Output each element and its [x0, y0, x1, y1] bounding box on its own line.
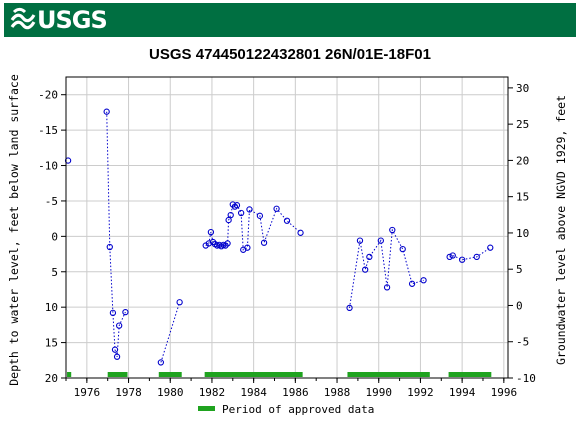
data-point — [207, 228, 215, 236]
approved-period-bar — [347, 372, 430, 377]
left-tick-label: 20 — [45, 372, 58, 385]
right-axis-ticks: 30 25 20 15 10 5 0 -5 -10 — [508, 82, 536, 385]
left-tick-label: -15 — [38, 124, 58, 137]
data-point — [237, 209, 245, 217]
right-axis-label: Groundwater level above NGVD 1929, feet — [554, 95, 568, 365]
data-point — [103, 108, 110, 115]
data-point — [487, 244, 494, 251]
chart-title: USGS 474450122432801 26N/01E-18F01 — [149, 46, 431, 63]
approved-period-bar — [67, 372, 72, 377]
usgs-banner: USGS — [4, 3, 576, 37]
right-tick-label: 15 — [516, 191, 529, 204]
left-tick-label: -20 — [38, 89, 58, 102]
right-tick-label: 30 — [516, 82, 529, 95]
grid — [66, 77, 508, 379]
data-point — [389, 226, 396, 234]
data-point — [109, 309, 117, 316]
data-point — [362, 266, 369, 273]
x-tick-label: 1990 — [365, 386, 392, 399]
data-point — [399, 245, 406, 253]
data-point — [227, 211, 234, 219]
data-point — [473, 253, 480, 261]
data-point — [246, 206, 253, 213]
right-tick-label: 25 — [516, 118, 529, 131]
plot-frame — [65, 76, 509, 379]
left-tick-label: 5 — [51, 266, 58, 279]
left-tick-label: 0 — [51, 230, 58, 243]
data-point — [377, 237, 384, 244]
data-point — [273, 205, 280, 212]
data-point — [383, 284, 391, 291]
approved-period-bar — [158, 372, 182, 377]
approved-period-bar — [204, 372, 303, 377]
right-tick-label: 10 — [516, 227, 529, 240]
approved-periods — [67, 372, 492, 377]
left-axis-ticks: -20 -15 -10 -5 0 5 10 15 20 — [38, 89, 66, 385]
right-tick-label: -5 — [516, 336, 529, 349]
usgs-logo-text: USGS — [37, 6, 108, 34]
right-tick-label: 5 — [516, 263, 523, 276]
x-tick-label: 1986 — [282, 386, 309, 399]
data-point — [111, 346, 119, 353]
series-lines — [106, 111, 491, 363]
series-line-segment — [160, 302, 181, 363]
x-tick-label: 1980 — [157, 386, 184, 399]
data-point — [408, 280, 416, 287]
x-tick-label: 1988 — [324, 386, 351, 399]
series-line-segment — [449, 247, 491, 261]
approved-period-bar — [107, 372, 128, 377]
data-point — [283, 217, 291, 224]
approved-period-bar — [448, 372, 492, 377]
x-tick-label: 1996 — [491, 386, 518, 399]
data-points — [64, 108, 494, 366]
data-point — [346, 304, 353, 312]
legend: Period of approved data — [198, 403, 374, 416]
x-axis-ticks: 1976 1978 1980 1982 1984 1986 1988 1990 1992 1994… — [65, 378, 518, 399]
series-line-segment — [106, 111, 126, 357]
right-tick-label: 20 — [516, 154, 529, 167]
right-tick-label: 0 — [516, 299, 523, 312]
data-point — [116, 322, 123, 329]
data-point — [244, 244, 251, 251]
data-point — [157, 359, 165, 366]
data-point — [205, 240, 212, 247]
legend-label: Period of approved data — [222, 403, 374, 416]
data-point — [64, 157, 72, 164]
data-point — [113, 353, 121, 360]
usgs-wave-icon — [10, 7, 36, 30]
series-line-segment — [349, 228, 424, 308]
data-point — [176, 299, 183, 306]
x-tick-label: 1994 — [449, 386, 476, 399]
left-tick-label: 15 — [45, 337, 58, 350]
data-point — [106, 243, 113, 251]
left-tick-label: -10 — [38, 160, 58, 173]
data-point — [224, 240, 231, 247]
data-point — [260, 239, 268, 246]
legend-swatch — [198, 406, 215, 411]
x-tick-label: 1992 — [407, 386, 434, 399]
right-tick-label: -10 — [516, 372, 536, 385]
left-tick-label: 10 — [45, 301, 58, 314]
data-point — [233, 202, 241, 209]
data-point — [256, 212, 264, 219]
data-point — [449, 252, 456, 259]
usgs-logo[interactable]: USGS — [10, 6, 108, 34]
data-point — [420, 277, 427, 284]
data-point — [122, 308, 129, 316]
data-point — [356, 237, 364, 244]
left-tick-label: -5 — [45, 195, 58, 208]
data-point — [366, 253, 373, 261]
data-point — [458, 256, 466, 263]
x-tick-label: 1984 — [240, 386, 267, 399]
data-point — [446, 253, 453, 261]
x-tick-label: 1978 — [115, 386, 142, 399]
left-axis-label-line1: Depth to water level, feet below land su… — [7, 74, 21, 386]
x-tick-label: 1976 — [74, 386, 101, 399]
x-tick-label: 1982 — [199, 386, 226, 399]
data-point — [297, 229, 304, 236]
